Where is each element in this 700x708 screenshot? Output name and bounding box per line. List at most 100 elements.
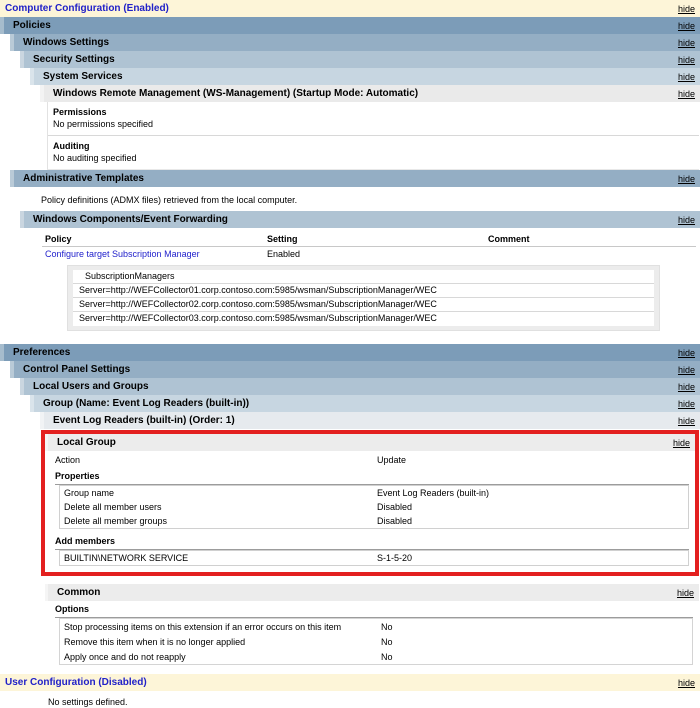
- hide-link-group-name[interactable]: hide: [677, 398, 695, 409]
- admx-description: Policy definitions (ADMX files) retrieve…: [41, 195, 298, 205]
- policy-link-configure-target-subscription-manager[interactable]: Configure target Subscription Manager: [45, 249, 200, 259]
- member-row: BUILTIN\NETWORK SERVICE S-1-5-20: [60, 551, 688, 565]
- properties-label: Properties: [55, 469, 689, 485]
- windows-settings-title: Windows Settings: [23, 37, 110, 48]
- preferences-title: Preferences: [13, 347, 71, 358]
- policy-setting-value: Enabled: [267, 249, 301, 259]
- policy-table: Policy Setting Comment Configure target …: [42, 232, 696, 261]
- property-row: Group name Event Log Readers (built-in): [60, 486, 688, 500]
- header-windows-settings: Windows Settings hide: [10, 34, 700, 51]
- common-title: Common: [57, 587, 101, 598]
- policy-table-row: Configure target Subscription Manager En…: [42, 247, 696, 262]
- property-label: Delete all member users: [64, 502, 162, 512]
- hide-link-policies[interactable]: hide: [677, 20, 695, 31]
- common-section: Common hide Options Stop processing item…: [45, 584, 699, 670]
- header-local-group: Local Group hide: [45, 434, 695, 451]
- local-users-and-groups-title: Local Users and Groups: [33, 381, 149, 392]
- hide-link-control-panel-settings[interactable]: hide: [677, 364, 695, 375]
- local-group-content: Action Update Properties Group name Even…: [45, 451, 695, 572]
- property-row: Delete all member groups Disabled: [60, 514, 688, 528]
- option-value: No: [381, 636, 393, 647]
- user-configuration-title: User Configuration (Disabled): [5, 677, 147, 688]
- hide-link-common[interactable]: hide: [676, 587, 694, 598]
- header-security-settings: Security Settings hide: [20, 51, 700, 68]
- column-setting: Setting: [264, 232, 485, 247]
- header-policies: Policies hide: [0, 17, 700, 34]
- permissions-label: Permissions: [53, 107, 107, 117]
- hide-link-local-group[interactable]: hide: [672, 437, 690, 448]
- member-sid: S-1-5-20: [377, 553, 413, 563]
- property-value: Event Log Readers (built-in): [377, 488, 490, 498]
- administrative-templates-title: Administrative Templates: [23, 173, 144, 184]
- system-services-title: System Services: [43, 71, 123, 82]
- header-common: Common hide: [45, 584, 699, 601]
- hide-link-system-services[interactable]: hide: [677, 71, 695, 82]
- event-forwarding-title: Windows Components/Event Forwarding: [33, 214, 228, 225]
- add-members-label: Add members: [55, 534, 689, 550]
- subscription-manager-row: Server=http://WEFCollector03.corp.contos…: [73, 312, 654, 326]
- action-row: Action Update: [55, 451, 689, 468]
- subscription-manager-row: Server=http://WEFCollector02.corp.contos…: [73, 298, 654, 312]
- auditing-block: Auditing No auditing specified: [48, 135, 699, 169]
- policies-title: Policies: [13, 20, 51, 31]
- subscription-managers-box: SubscriptionManagers Server=http://WEFCo…: [67, 265, 660, 331]
- group-name-title: Group (Name: Event Log Readers (built-in…: [43, 398, 250, 409]
- permissions-block: Permissions No permissions specified: [48, 102, 699, 135]
- windows-remote-management-title: Windows Remote Management (WS-Management…: [53, 88, 419, 99]
- hide-link-event-forwarding[interactable]: hide: [677, 214, 695, 225]
- security-settings-title: Security Settings: [33, 54, 115, 65]
- header-group-name: Group (Name: Event Log Readers (built-in…: [30, 395, 700, 412]
- header-event-forwarding: Windows Components/Event Forwarding hide: [20, 211, 700, 228]
- local-group-title: Local Group: [57, 437, 116, 448]
- auditing-value: No auditing specified: [53, 153, 137, 163]
- red-highlight-rectangle: Local Group hide Action Update Propertie…: [41, 430, 699, 576]
- property-value: Disabled: [377, 502, 413, 512]
- control-panel-settings-title: Control Panel Settings: [23, 364, 131, 375]
- option-label: Remove this item when it is no longer ap…: [64, 636, 246, 647]
- option-row: Remove this item when it is no longer ap…: [60, 634, 692, 649]
- subscription-managers-header: SubscriptionManagers: [73, 270, 654, 284]
- hide-link-administrative-templates[interactable]: hide: [677, 173, 695, 184]
- action-value: Update: [377, 455, 407, 465]
- action-label: Action: [55, 455, 81, 465]
- property-label: Delete all member groups: [64, 516, 168, 526]
- computer-configuration-title: Computer Configuration (Enabled): [5, 3, 169, 14]
- policy-table-header-row: Policy Setting Comment: [42, 232, 696, 247]
- option-label: Stop processing items on this extension …: [64, 621, 342, 632]
- property-value: Disabled: [377, 516, 413, 526]
- header-system-services: System Services hide: [30, 68, 700, 85]
- wrm-content: Permissions No permissions specified Aud…: [47, 102, 699, 170]
- members-table: BUILTIN\NETWORK SERVICE S-1-5-20: [59, 550, 689, 566]
- property-label: Group name: [64, 488, 115, 498]
- header-control-panel-settings: Control Panel Settings hide: [10, 361, 700, 378]
- header-user-configuration: User Configuration (Disabled) hide: [0, 674, 700, 691]
- properties-table: Group name Event Log Readers (built-in) …: [59, 485, 689, 529]
- header-local-users-and-groups: Local Users and Groups hide: [20, 378, 700, 395]
- hide-link-group-order-item[interactable]: hide: [677, 415, 695, 426]
- options-table: Stop processing items on this extension …: [59, 618, 693, 665]
- group-order-item-title: Event Log Readers (built-in) (Order: 1): [53, 415, 235, 426]
- hide-link-local-users-and-groups[interactable]: hide: [677, 381, 695, 392]
- hide-link-windows-remote-management[interactable]: hide: [677, 88, 695, 99]
- header-computer-configuration: Computer Configuration (Enabled) hide: [0, 0, 700, 17]
- options-label: Options: [55, 602, 693, 618]
- hide-link-windows-settings[interactable]: hide: [677, 37, 695, 48]
- column-policy: Policy: [42, 232, 264, 247]
- header-preferences: Preferences hide: [0, 344, 700, 361]
- common-content: Options Stop processing items on this ex…: [45, 602, 699, 670]
- user-configuration-content: No settings defined.: [48, 697, 128, 707]
- option-label: Apply once and do not reapply: [64, 651, 186, 662]
- property-row: Delete all member users Disabled: [60, 500, 688, 514]
- hide-link-security-settings[interactable]: hide: [677, 54, 695, 65]
- header-windows-remote-management: Windows Remote Management (WS-Management…: [40, 85, 700, 102]
- hide-link-computer-configuration[interactable]: hide: [677, 3, 695, 14]
- option-row: Stop processing items on this extension …: [60, 619, 692, 634]
- auditing-label: Auditing: [53, 141, 90, 151]
- hide-link-preferences[interactable]: hide: [677, 347, 695, 358]
- hide-link-user-configuration[interactable]: hide: [677, 677, 695, 688]
- subscription-manager-row: Server=http://WEFCollector01.corp.contos…: [73, 284, 654, 298]
- column-comment: Comment: [485, 232, 696, 247]
- member-name: BUILTIN\NETWORK SERVICE: [64, 553, 189, 563]
- policy-comment-value: [485, 247, 696, 262]
